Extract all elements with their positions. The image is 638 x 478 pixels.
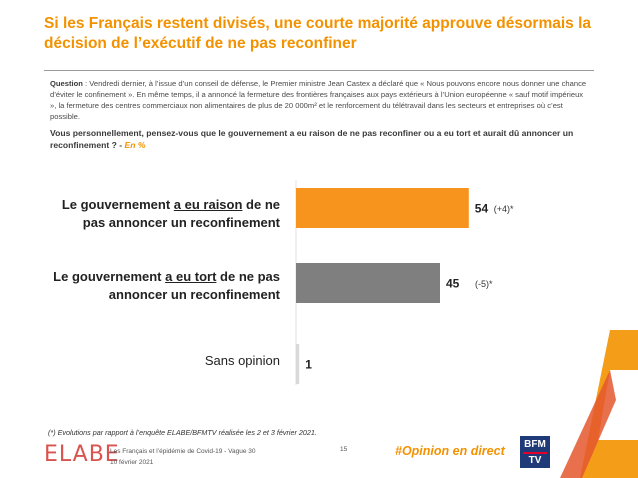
title-divider (44, 70, 594, 71)
category-label-3-pre: Sans opinion (204, 353, 280, 368)
survey-date: 10 février 2021 (110, 459, 154, 466)
bfmtv-logo: BFM TV (520, 436, 550, 468)
category-label-2: Le gouvernement a eu tort de ne pas anno… (40, 268, 280, 304)
category-label-1-em: a eu raison (173, 197, 243, 212)
hashtag: #Opinion en direct (395, 444, 505, 458)
value-label-3: 1 (305, 358, 312, 372)
category-label-3: Sans opinion (80, 352, 280, 370)
category-label-2-pre: Le gouvernement (53, 269, 166, 284)
bar-chart: 54 (+4)* 45 (-5)* 1 (295, 180, 514, 385)
elabe-logo: ELABE (44, 442, 120, 467)
change-label-1: (+4)* (494, 204, 514, 214)
decorative-triangle (560, 330, 638, 478)
page-number: 15 (340, 446, 348, 453)
bar-2 (296, 263, 440, 303)
unit-label: En % (124, 140, 146, 150)
survey-title: Les Français et l’épidémie de Covid-19 -… (110, 448, 256, 455)
question-label: Question (50, 79, 83, 88)
bfmtv-logo-bar (523, 452, 547, 454)
logo-text: ELABE (44, 442, 120, 467)
bfmtv-logo-top: BFM (524, 439, 546, 450)
question-text: : Vendredi dernier, à l’issue d’un conse… (50, 79, 587, 121)
value-label-2: 45 (446, 277, 460, 291)
question-block: Question : Vendredi dernier, à l’issue d… (50, 78, 590, 122)
category-label-1: Le gouvernement a eu raison de ne pas an… (50, 196, 280, 232)
category-label-1-pre: Le gouvernement (61, 197, 174, 212)
footnote: (*) Evolutions par rapport à l’enquête E… (48, 428, 317, 437)
survey-info: Les Français et l’épidémie de Covid-19 -… (110, 446, 256, 468)
category-label-2-post: de ne pas annoncer un reconfinement (108, 269, 280, 302)
change-label-2: (-5)* (475, 279, 493, 289)
question-prompt: Vous personnellement, pensez-vous que le… (50, 127, 590, 151)
bar-3 (296, 344, 300, 384)
bar-1 (296, 188, 469, 228)
page-title: Si les Français restent divisés, une cou… (44, 15, 592, 52)
bfmtv-logo-bottom: TV (528, 455, 542, 466)
category-label-2-em: a eu tort (165, 269, 217, 284)
prompt-text: Vous personnellement, pensez-vous que le… (50, 128, 574, 150)
value-label-1: 54 (475, 202, 489, 216)
category-label-1-post: de ne pas annoncer un reconfinement (82, 197, 280, 230)
